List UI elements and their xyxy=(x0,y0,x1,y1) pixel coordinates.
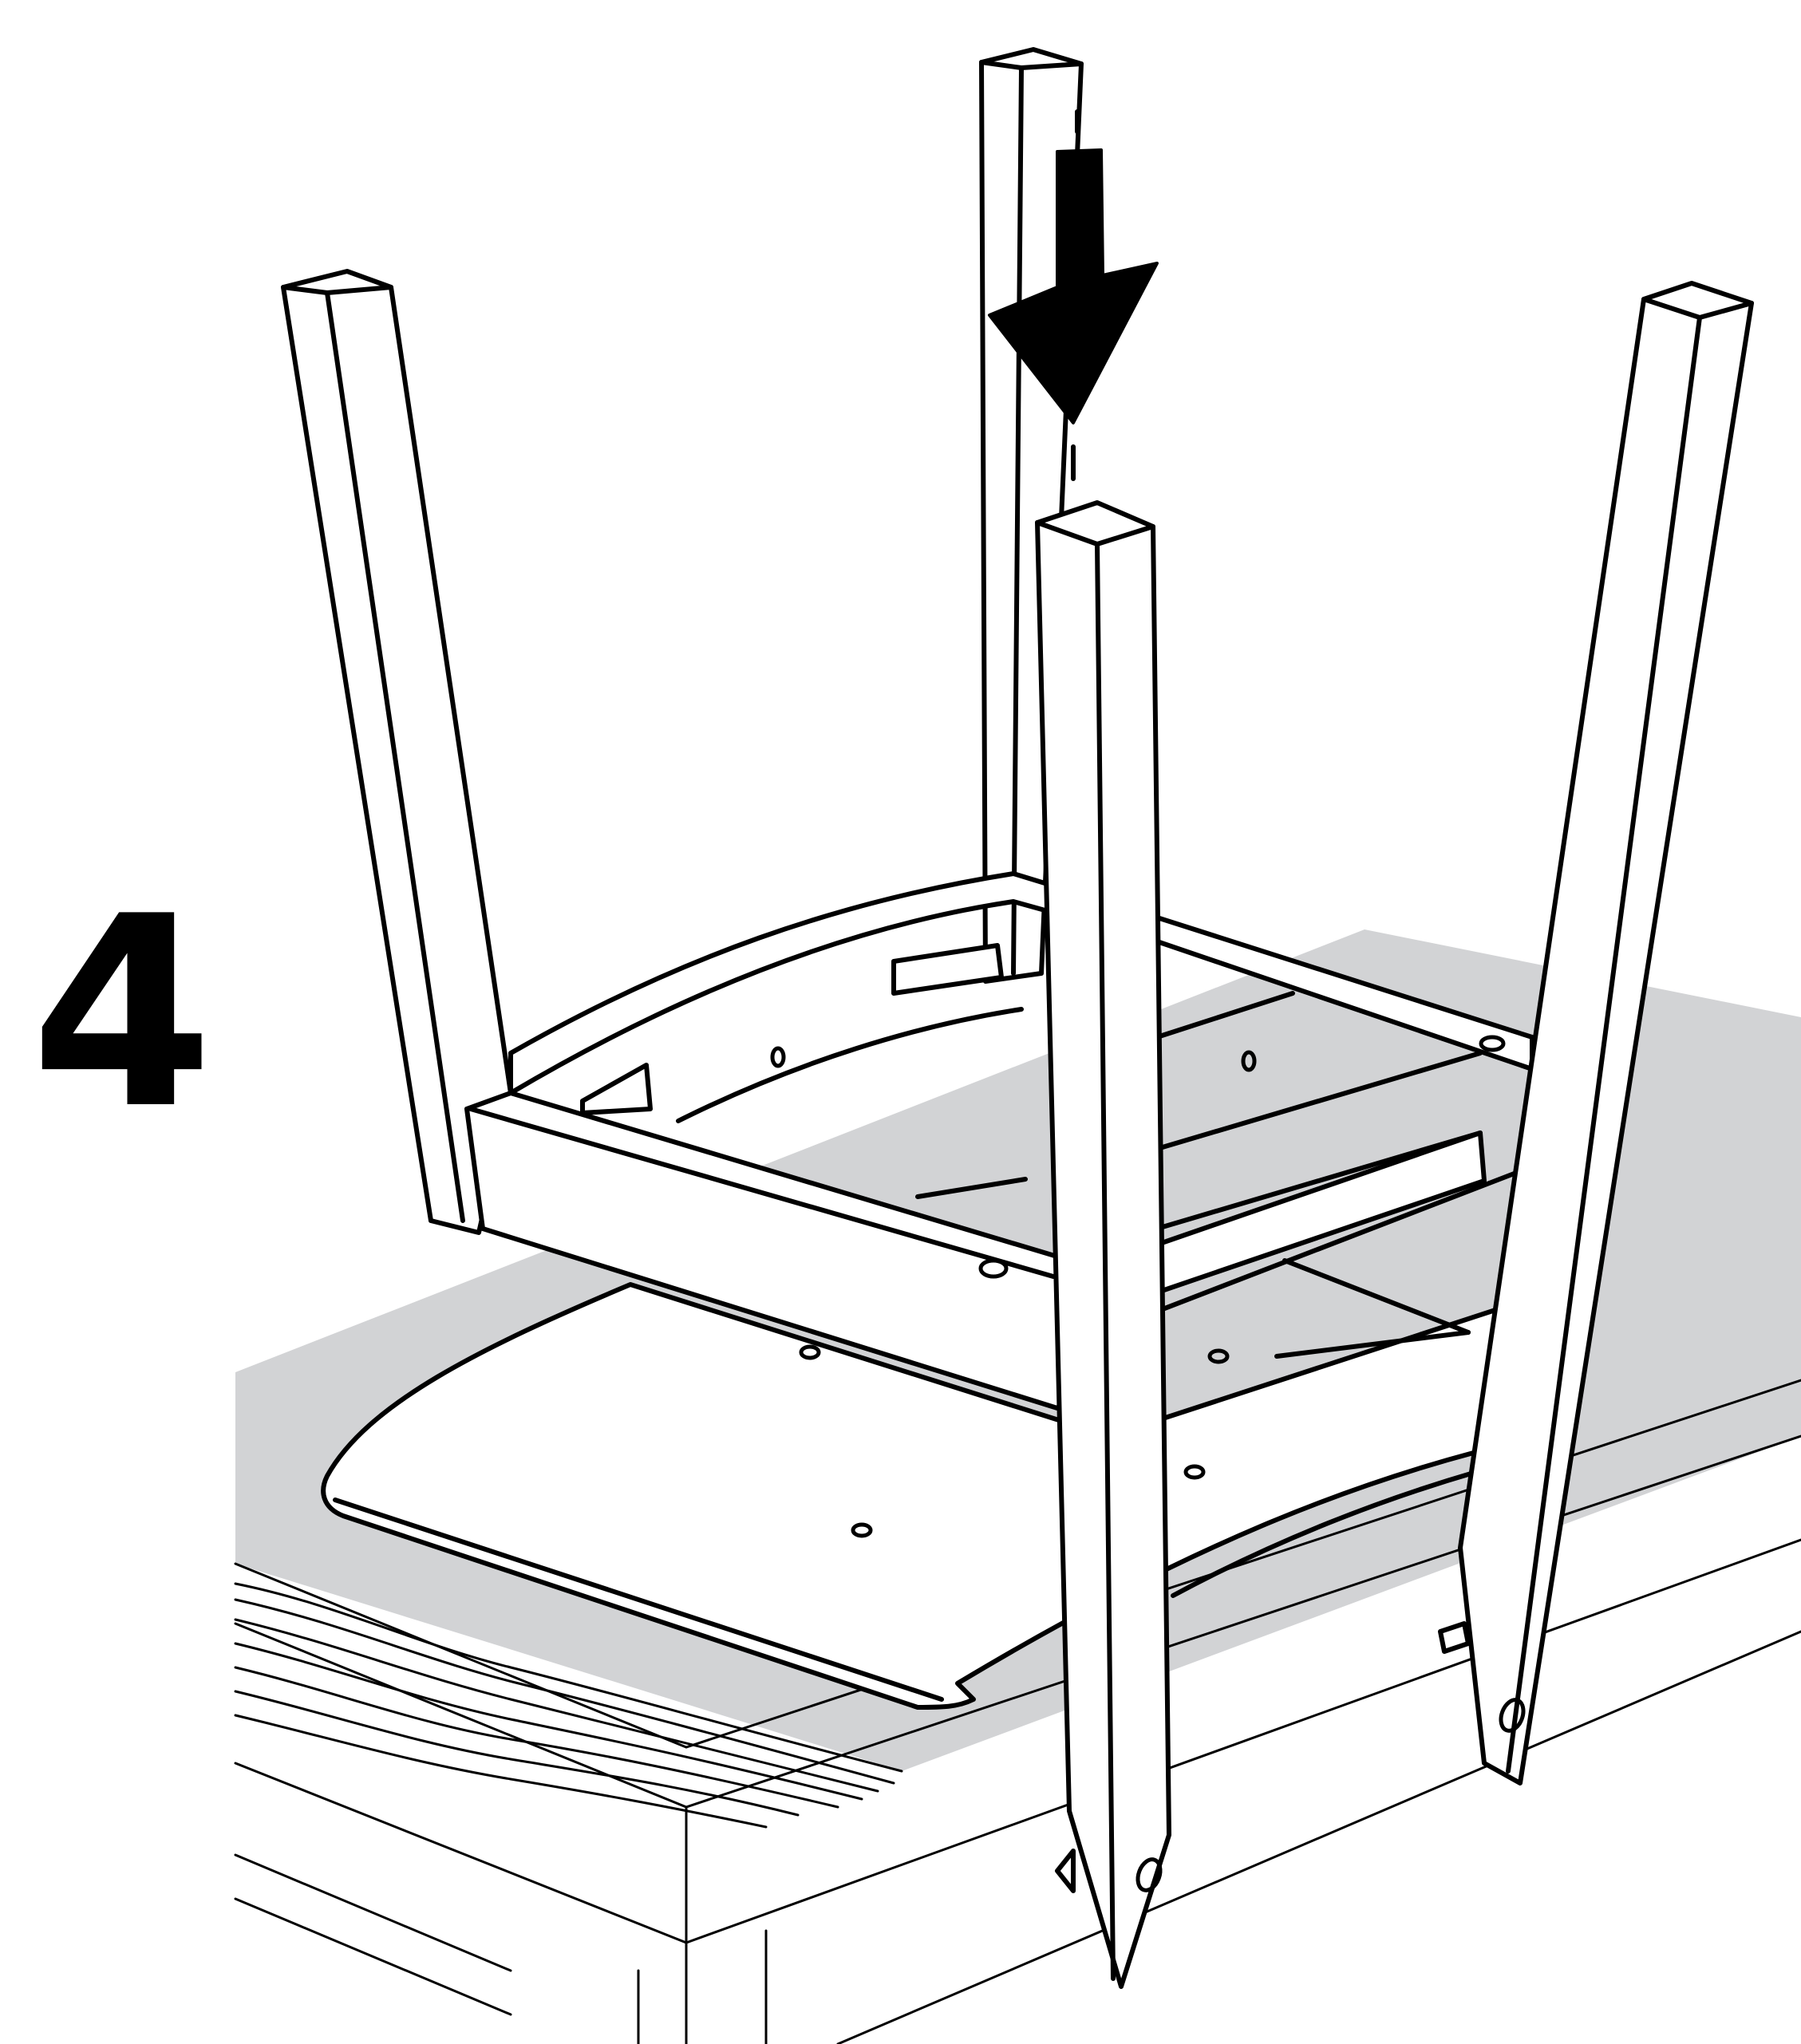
seat-hole xyxy=(1183,1464,1206,1480)
chair-seat xyxy=(321,1282,1503,1710)
table-wood-grain xyxy=(234,1582,903,1829)
table xyxy=(234,1379,1801,2044)
chair-leg-right xyxy=(1458,281,1754,1786)
seat-hole xyxy=(799,1344,821,1360)
seat-hole xyxy=(851,1522,873,1538)
chair-leg-back-left xyxy=(281,269,513,1235)
step-number: 4 xyxy=(30,860,214,1166)
chair-leg-front xyxy=(1035,500,1171,1989)
seat-peg xyxy=(1438,1621,1471,1654)
arrow-down-icon xyxy=(988,148,1159,424)
chair-frame xyxy=(464,871,1534,1411)
alignment-line xyxy=(1071,109,1080,481)
seat-hole xyxy=(1207,1348,1230,1364)
